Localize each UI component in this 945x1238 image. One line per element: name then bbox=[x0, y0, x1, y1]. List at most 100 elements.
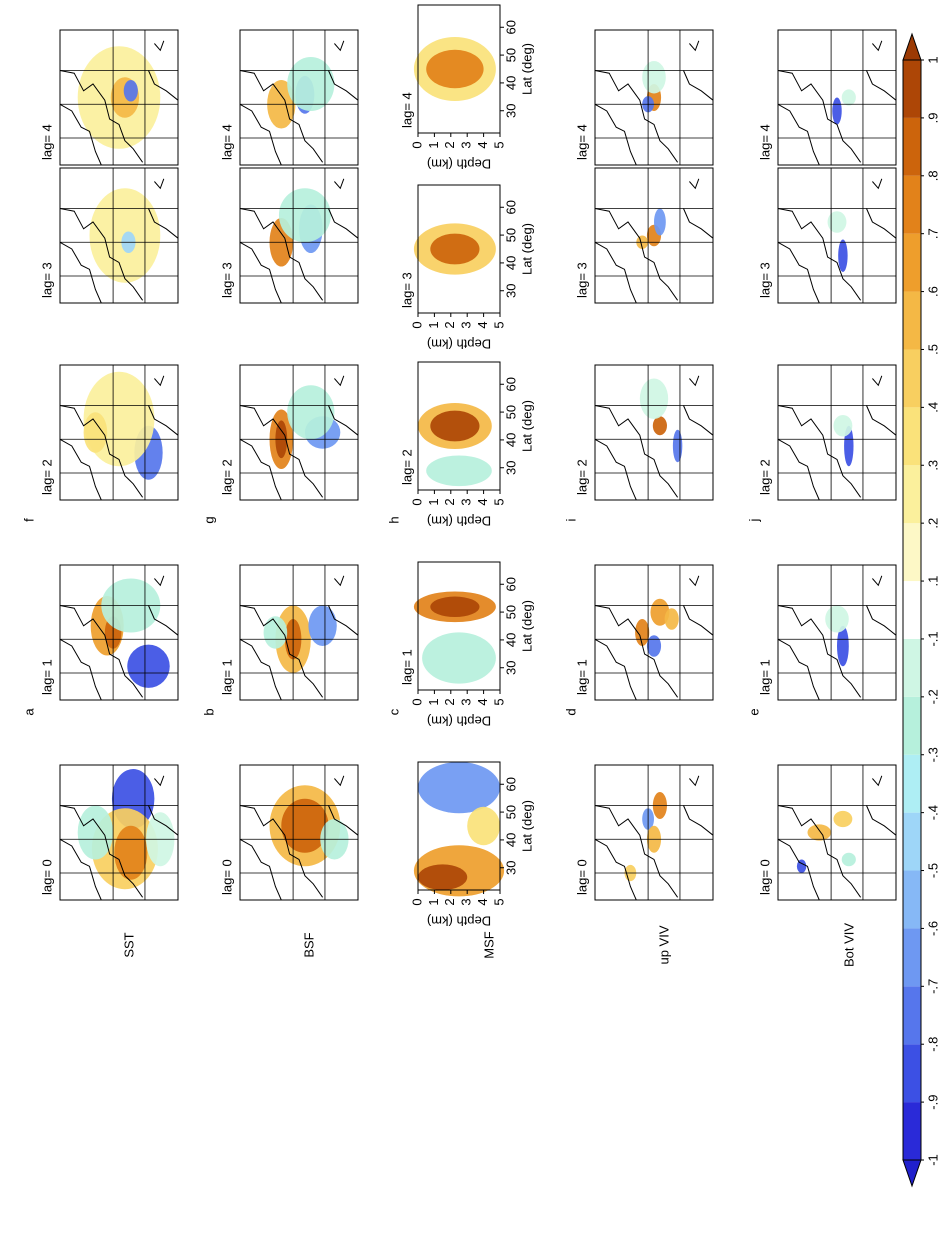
map-panel bbox=[778, 168, 896, 303]
lag-label: lag= 0 bbox=[757, 859, 772, 895]
depth-axis-label: Depth (km) bbox=[427, 514, 491, 529]
contour-patch bbox=[842, 89, 856, 105]
depth-axis-label: Depth (km) bbox=[427, 914, 491, 929]
depth-tick-label: 3 bbox=[459, 498, 474, 505]
lat-axis-label: Lat (deg) bbox=[519, 43, 534, 95]
contour-patch bbox=[287, 385, 334, 439]
colorbar-tick-label: .7 bbox=[925, 228, 940, 239]
contour-patch bbox=[422, 632, 496, 683]
colorbar-tick-label: -.2 bbox=[925, 689, 940, 704]
panel-letter: c bbox=[386, 708, 401, 715]
lat-tick-label: 40 bbox=[503, 433, 518, 447]
depth-tick-label: 0 bbox=[409, 498, 424, 505]
depth-tick-label: 4 bbox=[475, 498, 490, 505]
depth-tick-label: 2 bbox=[442, 898, 457, 905]
map-panel bbox=[240, 765, 358, 900]
map-panel bbox=[240, 30, 358, 165]
contour-patch bbox=[833, 415, 852, 437]
contour-patch bbox=[426, 455, 492, 486]
lat-axis-label: Lat (deg) bbox=[519, 223, 534, 275]
colorbar-tick-label: .5 bbox=[925, 344, 940, 355]
row-label: Bot VIV bbox=[841, 923, 856, 967]
colorbar-tick-label: .4 bbox=[925, 402, 940, 413]
lag-label: lag= 1 bbox=[757, 659, 772, 695]
msf-panel bbox=[414, 5, 504, 137]
colorbar-bin bbox=[903, 118, 921, 176]
colorbar-bin bbox=[903, 465, 921, 523]
depth-tick-label: 0 bbox=[409, 321, 424, 328]
map-panel bbox=[240, 168, 358, 303]
depth-tick-label: 2 bbox=[442, 498, 457, 505]
coastline bbox=[778, 776, 896, 900]
colorbar-tick-label: .3 bbox=[925, 460, 940, 471]
depth-tick-label: 2 bbox=[442, 141, 457, 148]
colorbar-bin bbox=[903, 234, 921, 292]
depth-tick-label: 0 bbox=[409, 141, 424, 148]
contour-patch bbox=[426, 50, 483, 88]
lag-label: lag= 3 bbox=[757, 262, 772, 298]
map-panel bbox=[60, 365, 178, 500]
lag-label: lag= 2 bbox=[399, 449, 414, 485]
contour-patch bbox=[838, 240, 847, 272]
row-label: MSF bbox=[481, 931, 496, 959]
lat-tick-label: 60 bbox=[503, 200, 518, 214]
colorbar-tick-label: .8 bbox=[925, 170, 940, 181]
panel-letter: d bbox=[563, 708, 578, 715]
panel-letter: i bbox=[563, 518, 578, 521]
contour-patch bbox=[832, 98, 841, 125]
lag-label: lag= 1 bbox=[574, 659, 589, 695]
map-panel bbox=[778, 365, 896, 500]
colorbar-tick-label: -.6 bbox=[925, 921, 940, 936]
lat-tick-label: 30 bbox=[503, 461, 518, 475]
msf-panel bbox=[414, 762, 504, 896]
coastline bbox=[778, 576, 896, 700]
lag-label: lag= 3 bbox=[399, 272, 414, 308]
lag-label: lag= 3 bbox=[574, 262, 589, 298]
contour-patch bbox=[647, 635, 661, 657]
depth-tick-label: 4 bbox=[475, 898, 490, 905]
lag-label: lag= 1 bbox=[39, 659, 54, 695]
contour-patch bbox=[467, 807, 500, 845]
msf-panel bbox=[418, 362, 504, 494]
lat-tick-label: 50 bbox=[503, 605, 518, 619]
lat-tick-label: 60 bbox=[503, 777, 518, 791]
map-panel bbox=[60, 765, 178, 900]
map-panel bbox=[778, 565, 896, 700]
colorbar-bin bbox=[903, 1044, 921, 1102]
colorbar-tick-label: 1 bbox=[925, 56, 940, 63]
colorbar-tick-label: -.5 bbox=[925, 863, 940, 878]
lat-tick-label: 40 bbox=[503, 256, 518, 270]
map-panel bbox=[595, 365, 713, 500]
lag-label: lag= 4 bbox=[757, 124, 772, 160]
contour-patch bbox=[640, 379, 668, 420]
lat-tick-label: 60 bbox=[503, 577, 518, 591]
colorbar-tick-label: -.7 bbox=[925, 979, 940, 994]
depth-axis-label: Depth (km) bbox=[427, 337, 491, 352]
msf-panel bbox=[414, 562, 504, 694]
map-panel bbox=[595, 565, 713, 700]
depth-tick-label: 1 bbox=[426, 498, 441, 505]
map-panel bbox=[595, 765, 713, 900]
depth-tick-label: 0 bbox=[409, 898, 424, 905]
colorbar-bin bbox=[903, 871, 921, 929]
colorbar-bin bbox=[903, 928, 921, 986]
lag-label: lag= 2 bbox=[574, 459, 589, 495]
lat-tick-label: 30 bbox=[503, 661, 518, 675]
map-panel bbox=[778, 765, 896, 900]
contour-patch bbox=[665, 608, 679, 630]
panel-letter: f bbox=[21, 518, 36, 522]
map-panel bbox=[778, 30, 896, 165]
colorbar-tick-label: -.8 bbox=[925, 1037, 940, 1052]
colorbar-tick-label: -.1 bbox=[925, 631, 940, 646]
depth-tick-label: 5 bbox=[491, 321, 506, 328]
depth-tick-label: 5 bbox=[491, 698, 506, 705]
lag-label: lag= 3 bbox=[39, 262, 54, 298]
colorbar-tick-label: -.4 bbox=[925, 805, 940, 820]
lag-label: lag= 2 bbox=[219, 459, 234, 495]
lag-label: lag= 4 bbox=[574, 124, 589, 160]
contour-patch bbox=[825, 606, 849, 633]
lag-label: lag= 1 bbox=[399, 649, 414, 685]
contour-patch bbox=[84, 412, 108, 453]
row-label: SST bbox=[121, 932, 136, 957]
coastline bbox=[778, 179, 896, 303]
